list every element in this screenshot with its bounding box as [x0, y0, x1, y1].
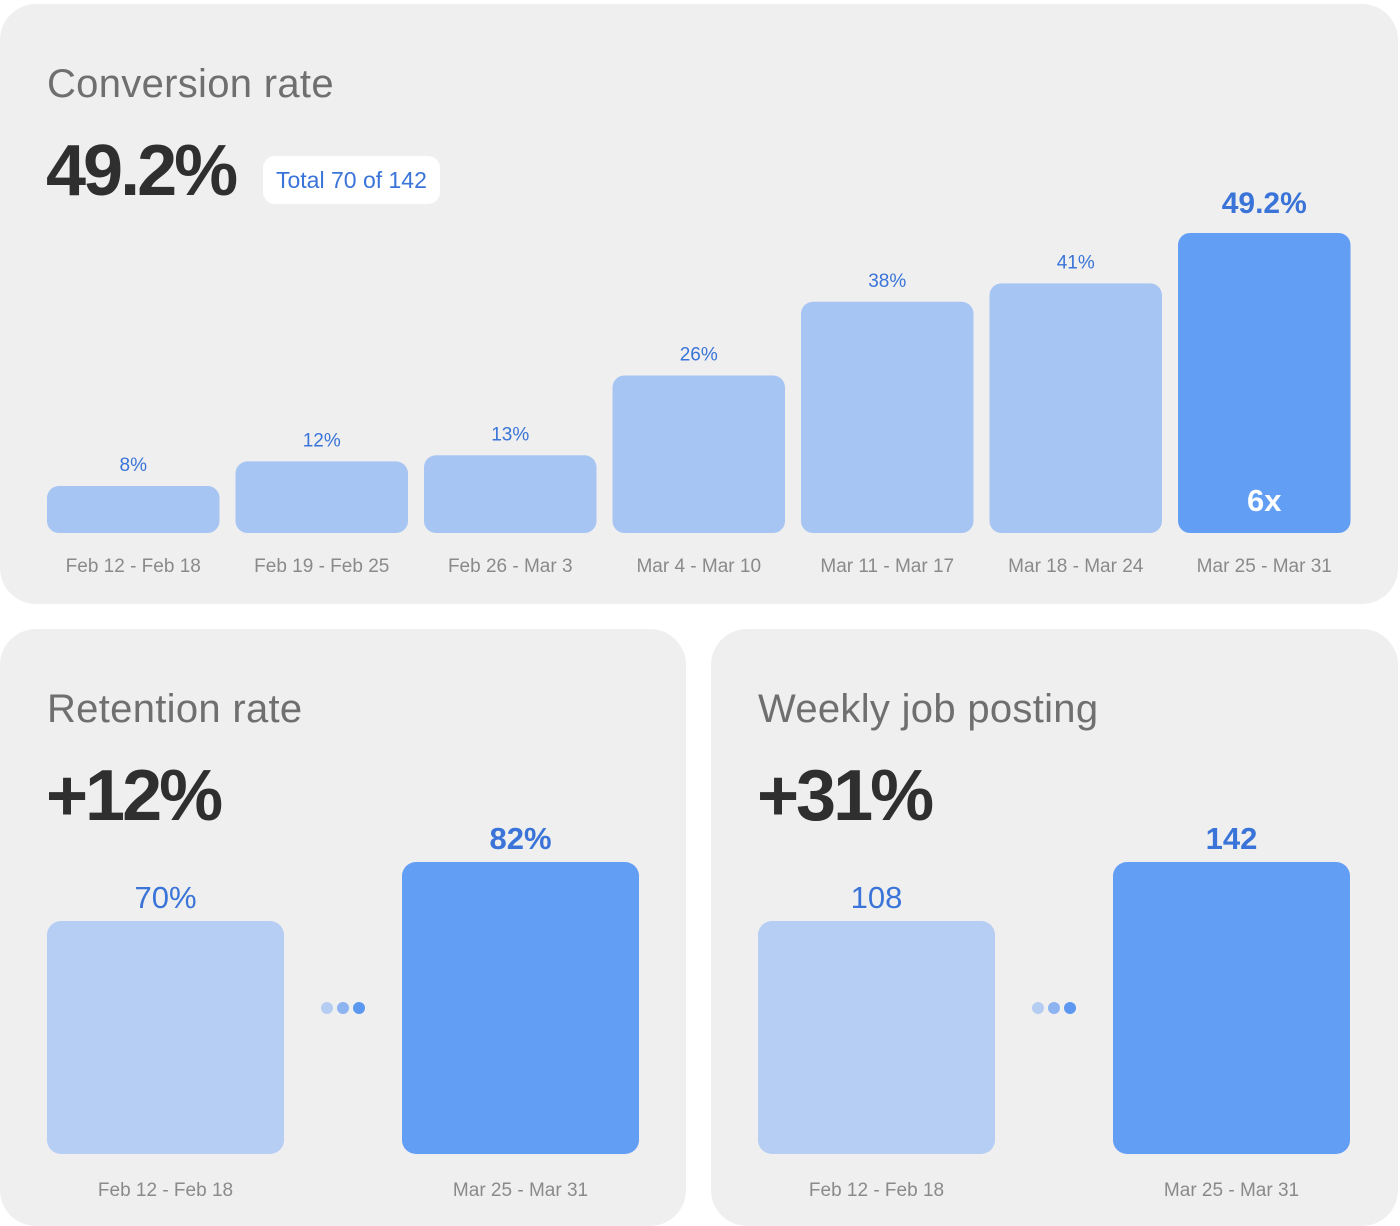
- data-label: 70%: [134, 880, 196, 915]
- data-label: 142: [1206, 821, 1258, 856]
- data-label: 8%: [120, 455, 148, 476]
- bar-5: [801, 301, 974, 533]
- data-label: 26%: [680, 344, 718, 365]
- x-tick-label: Feb 26 - Mar 3: [448, 556, 573, 577]
- data-label: 12%: [303, 430, 341, 451]
- data-label: 41%: [1057, 252, 1095, 273]
- bar-6: [989, 283, 1162, 533]
- bar-4: [612, 375, 785, 533]
- card-title: Conversion rate: [47, 62, 334, 106]
- conversion-bar-chart: 8% Feb 12 - Feb 18 12% Feb 19 - Feb 25 13% Fe…: [47, 187, 1351, 577]
- total-badge: Total 70 of 142: [263, 156, 440, 204]
- weekly-job-posting-card: Weekly job posting +31% 108 Feb 12 - Feb …: [711, 629, 1398, 1226]
- bar-1: [758, 921, 995, 1154]
- x-tick-label: Feb 12 - Feb 18: [66, 556, 201, 577]
- ellipsis-dot: [1032, 1002, 1044, 1014]
- x-tick-label: Mar 25 - Mar 31: [453, 1180, 588, 1201]
- bar-1: [47, 921, 284, 1154]
- data-label: 108: [851, 880, 903, 915]
- card-title: Weekly job posting: [758, 687, 1099, 731]
- x-tick-label: Feb 12 - Feb 18: [98, 1180, 233, 1201]
- conversion-rate-card: Conversion rate 49.2% Total 70 of 142 8%…: [0, 4, 1398, 604]
- bar-2: [402, 862, 639, 1154]
- x-tick-label: Feb 12 - Feb 18: [809, 1180, 944, 1201]
- job-posting-value: +31%: [757, 756, 934, 836]
- card-title: Retention rate: [47, 687, 303, 731]
- ellipsis-dot: [1048, 1002, 1060, 1014]
- job-posting-bar-chart: 108 Feb 12 - Feb 18 142 Mar 25 - Mar 31: [758, 821, 1350, 1201]
- data-label: 38%: [868, 271, 906, 292]
- x-tick-label: Feb 19 - Feb 25: [254, 556, 389, 577]
- data-label: 13%: [491, 424, 529, 445]
- ellipsis-dot: [321, 1002, 333, 1014]
- bar-1: [47, 486, 220, 533]
- retention-rate-card: Retention rate +12% 70% Feb 12 - Feb 18 82…: [0, 629, 686, 1226]
- ellipsis-dot: [1064, 1002, 1076, 1014]
- growth-multiplier-label: 6x: [1247, 483, 1282, 518]
- bar-7: [1178, 233, 1351, 533]
- x-tick-label: Mar 25 - Mar 31: [1197, 556, 1332, 577]
- bar-2: [1113, 862, 1350, 1154]
- x-tick-label: Mar 25 - Mar 31: [1164, 1180, 1299, 1201]
- ellipsis-icon: [321, 1002, 365, 1014]
- retention-rate-value: +12%: [46, 756, 223, 836]
- x-tick-label: Mar 11 - Mar 17: [820, 556, 954, 577]
- ellipsis-icon: [1032, 1002, 1076, 1014]
- data-label: 82%: [489, 821, 551, 856]
- ellipsis-dot: [337, 1002, 349, 1014]
- bar-3: [424, 455, 597, 533]
- retention-bar-chart: 70% Feb 12 - Feb 18 82% Mar 25 - Mar 31: [47, 821, 639, 1201]
- ellipsis-dot: [353, 1002, 365, 1014]
- conversion-rate-value: 49.2%: [46, 131, 238, 211]
- x-tick-label: Mar 4 - Mar 10: [636, 556, 761, 577]
- data-label: 49.2%: [1222, 187, 1307, 220]
- bar-2: [235, 461, 408, 533]
- x-tick-label: Mar 18 - Mar 24: [1008, 556, 1144, 577]
